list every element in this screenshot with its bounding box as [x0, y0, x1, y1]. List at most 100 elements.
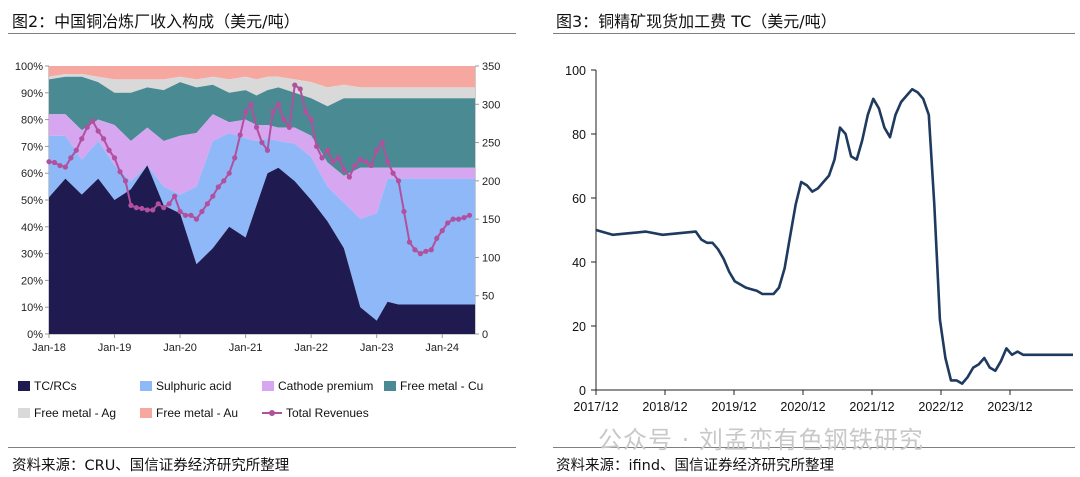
revenue-point: [199, 208, 205, 215]
revenue-point: [150, 207, 156, 213]
revenue-point: [128, 202, 134, 208]
legend-swatch-cu: [384, 381, 396, 391]
tc-x-tick-label: 2018/12: [642, 400, 687, 414]
revenue-point: [68, 155, 74, 161]
revenue-point: [385, 159, 391, 165]
tc-x-tick-label: 2017/12: [573, 400, 618, 414]
legend-swatch-cath: [262, 381, 274, 391]
revenue-point: [259, 139, 265, 146]
left-tick-label: 90%: [21, 88, 43, 100]
legend-label: Free metal - Cu: [400, 379, 483, 393]
revenue-point: [352, 162, 358, 169]
revenue-point: [210, 193, 216, 199]
revenue-point: [232, 155, 238, 161]
revenue-point: [166, 201, 172, 207]
left-tick-label: 0%: [27, 329, 43, 341]
legend-label: Free metal - Au: [156, 406, 238, 420]
revenue-point: [177, 208, 183, 215]
left-tick-label: 50%: [21, 195, 43, 207]
left-tick-label: 10%: [21, 302, 43, 314]
revenue-point: [286, 124, 292, 130]
revenue-point: [374, 147, 380, 153]
revenue-point: [341, 166, 347, 172]
x-tick-label: Jan-22: [294, 342, 328, 354]
right-tick-label: 100: [482, 252, 500, 264]
x-tick-label: Jan-19: [98, 342, 132, 354]
tc-y-tick-label: 40: [572, 256, 586, 270]
tc-y-tick-label: 0: [579, 384, 586, 398]
tc-line: [595, 87, 1073, 385]
right-tick-label: 150: [482, 214, 500, 226]
legend-label: Total Revenues: [286, 406, 369, 420]
legend-swatch-ag: [18, 408, 30, 418]
revenue-point: [456, 216, 462, 222]
revenue-point: [188, 212, 194, 218]
left-tick-label: 80%: [21, 115, 43, 127]
tc-x-tick-label: 2022/12: [918, 400, 963, 414]
revenue-point: [297, 86, 303, 92]
revenue-point: [314, 143, 320, 149]
left-source-rule: [8, 447, 516, 448]
area-cu: [49, 76, 475, 176]
left-source-note: 资料来源：CRU、国信证券经济研究所整理: [12, 458, 290, 474]
revenue-point: [101, 136, 107, 142]
tc-y-tick-label: 60: [572, 192, 586, 206]
left-tick-label: 20%: [21, 275, 43, 287]
revenue-point: [106, 147, 112, 153]
revenue-point: [139, 205, 145, 212]
revenue-point: [434, 235, 440, 241]
revenue-composition-chart: 0% 10% 20% 30% 40% 50% 60% 70% 80% 90% 100% 0 50 100 1…: [15, 61, 501, 420]
revenue-point: [450, 216, 456, 222]
revenue-point: [335, 155, 342, 161]
tc-x-tick-label: 2021/12: [849, 400, 894, 414]
revenue-point: [417, 251, 423, 257]
revenue-point: [117, 169, 123, 175]
right-source-rule: [553, 447, 1075, 448]
revenue-point: [275, 101, 281, 107]
revenue-point: [281, 117, 287, 123]
revenue-point: [122, 178, 129, 184]
revenue-point: [395, 178, 402, 184]
revenue-point: [79, 136, 85, 142]
revenue-point: [368, 162, 374, 169]
revenue-point: [253, 124, 260, 130]
revenue-point: [90, 118, 96, 124]
area-ag: [49, 74, 475, 107]
x-tick-label: Jan-23: [360, 342, 394, 354]
tc-y-tick-label: 100: [565, 64, 586, 78]
revenue-point: [46, 159, 52, 165]
revenue-point: [226, 170, 232, 176]
revenue-point: [357, 156, 363, 163]
revenue-point: [73, 147, 79, 153]
right-tick-label: 50: [482, 291, 494, 303]
legend-label: Free metal - Ag: [34, 406, 116, 420]
revenue-point: [62, 164, 68, 170]
left-title-rule: [8, 33, 516, 34]
legend-swatch-tc: [18, 381, 30, 391]
revenue-point: [445, 220, 451, 226]
revenue-point: [379, 139, 385, 146]
left-tick-label: 40%: [21, 222, 43, 234]
left-tick-label: 70%: [21, 141, 43, 153]
area-au: [49, 66, 475, 88]
legend-swatch-au: [140, 408, 152, 418]
area-cath: [49, 114, 475, 219]
revenue-point: [303, 109, 309, 115]
revenue-point: [57, 162, 63, 169]
left-tick-label: 30%: [21, 249, 43, 261]
revenue-point: [248, 101, 254, 107]
right-tick-label: 0: [482, 329, 488, 341]
revenue-point: [193, 216, 200, 222]
tc-y-tick-label: 80: [572, 128, 586, 142]
revenue-point: [319, 155, 325, 161]
legend-label: Cathode premium: [278, 379, 373, 393]
left-tick-label: 60%: [21, 168, 43, 180]
revenue-point: [155, 201, 161, 207]
x-tick-label: Jan-20: [163, 342, 197, 354]
right-chart-title: 图3：铜精矿现货加工费 TC（美元/吨）: [556, 12, 837, 31]
revenue-point: [390, 170, 396, 176]
revenue-point: [144, 207, 150, 213]
right-tick-label: 350: [482, 61, 500, 73]
revenue-point: [363, 159, 369, 165]
revenue-point: [466, 212, 473, 218]
